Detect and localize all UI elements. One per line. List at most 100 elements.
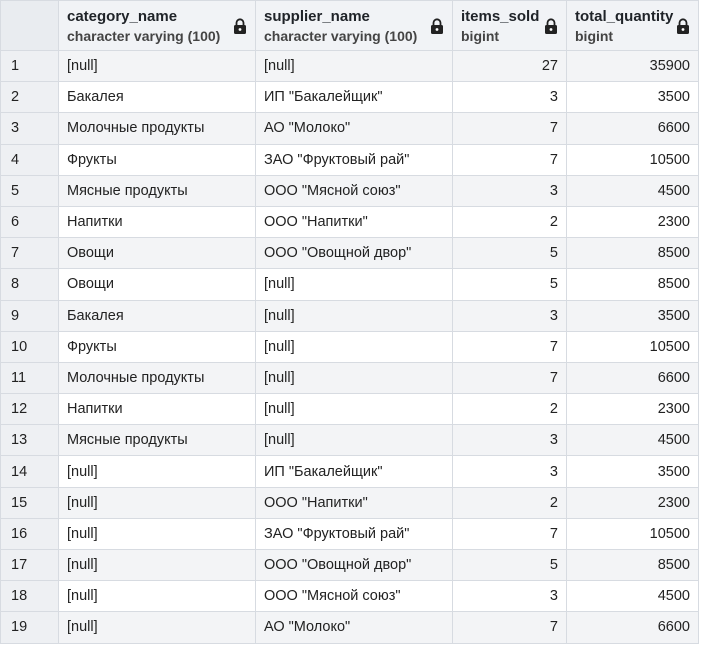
supplier-name-cell[interactable]: АО "Молоко": [255, 611, 453, 644]
total-quantity-cell[interactable]: 4500: [566, 424, 699, 457]
category-name-cell[interactable]: [null]: [58, 611, 256, 644]
row-number-cell[interactable]: 16: [0, 517, 59, 551]
supplier-name-cell[interactable]: ИП "Бакалейщик": [255, 81, 453, 114]
total-quantity-cell[interactable]: 2300: [566, 393, 699, 426]
category-name-cell[interactable]: Фрукты: [58, 330, 256, 363]
row-number-cell[interactable]: 17: [0, 548, 59, 582]
table-row[interactable]: 3 Молочные продукты АО "Молоко" 7 6600: [0, 112, 699, 145]
category-name-cell[interactable]: [null]: [58, 486, 256, 519]
row-number-cell[interactable]: 15: [0, 486, 59, 519]
items-sold-cell[interactable]: 7: [452, 611, 567, 644]
table-row[interactable]: 4 Фрукты ЗАО "Фруктовый рай" 7 10500: [0, 143, 699, 176]
total-quantity-cell[interactable]: 2300: [566, 486, 699, 519]
total-quantity-cell[interactable]: 10500: [566, 143, 699, 176]
row-number-cell[interactable]: 18: [0, 580, 59, 613]
category-name-cell[interactable]: [null]: [58, 455, 256, 488]
table-row[interactable]: 16 [null] ЗАО "Фруктовый рай" 7 10500: [0, 517, 699, 551]
table-row[interactable]: 7 Овощи ООО "Овощной двор" 5 8500: [0, 237, 699, 270]
total-quantity-cell[interactable]: 6600: [566, 611, 699, 644]
row-number-cell[interactable]: 13: [0, 424, 59, 457]
items-sold-cell[interactable]: 2: [452, 205, 567, 239]
items-sold-cell[interactable]: 3: [452, 455, 567, 488]
supplier-name-cell[interactable]: [null]: [255, 268, 453, 301]
table-row[interactable]: 13 Мясные продукты [null] 3 4500: [0, 424, 699, 457]
row-number-cell[interactable]: 3: [0, 112, 59, 145]
supplier-name-cell[interactable]: [null]: [255, 299, 453, 332]
supplier-name-cell[interactable]: ЗАО "Фруктовый рай": [255, 517, 453, 551]
row-number-cell[interactable]: 19: [0, 611, 59, 644]
items-sold-cell[interactable]: 7: [452, 330, 567, 363]
items-sold-cell[interactable]: 3: [452, 299, 567, 332]
total-quantity-cell[interactable]: 6600: [566, 112, 699, 145]
total-quantity-cell[interactable]: 4500: [566, 580, 699, 613]
items-sold-cell[interactable]: 7: [452, 143, 567, 176]
category-name-cell[interactable]: Бакалея: [58, 81, 256, 114]
table-row[interactable]: 17 [null] ООО "Овощной двор" 5 8500: [0, 548, 699, 582]
items-sold-cell[interactable]: 2: [452, 486, 567, 519]
supplier-name-cell[interactable]: [null]: [255, 393, 453, 426]
supplier-name-cell[interactable]: ООО "Напитки": [255, 486, 453, 519]
row-number-cell[interactable]: 8: [0, 268, 59, 301]
items-sold-cell[interactable]: 3: [452, 81, 567, 114]
column-header-items-sold[interactable]: items_sold bigint: [452, 0, 567, 51]
row-number-cell[interactable]: 14: [0, 455, 59, 488]
category-name-cell[interactable]: Мясные продукты: [58, 174, 256, 207]
column-header-supplier-name[interactable]: supplier_name character varying (100): [255, 0, 453, 51]
supplier-name-cell[interactable]: ООО "Напитки": [255, 205, 453, 239]
table-row[interactable]: 1 [null] [null] 27 35900: [0, 49, 699, 83]
items-sold-cell[interactable]: 5: [452, 268, 567, 301]
category-name-cell[interactable]: Напитки: [58, 205, 256, 239]
table-row[interactable]: 6 Напитки ООО "Напитки" 2 2300: [0, 205, 699, 239]
row-number-cell[interactable]: 12: [0, 393, 59, 426]
items-sold-cell[interactable]: 7: [452, 112, 567, 145]
total-quantity-cell[interactable]: 8500: [566, 268, 699, 301]
items-sold-cell[interactable]: 3: [452, 424, 567, 457]
total-quantity-cell[interactable]: 2300: [566, 205, 699, 239]
table-row[interactable]: 14 [null] ИП "Бакалейщик" 3 3500: [0, 455, 699, 488]
total-quantity-cell[interactable]: 10500: [566, 517, 699, 551]
category-name-cell[interactable]: [null]: [58, 517, 256, 551]
table-row[interactable]: 9 Бакалея [null] 3 3500: [0, 299, 699, 332]
supplier-name-cell[interactable]: [null]: [255, 424, 453, 457]
supplier-name-cell[interactable]: АО "Молоко": [255, 112, 453, 145]
items-sold-cell[interactable]: 27: [452, 49, 567, 83]
table-row[interactable]: 12 Напитки [null] 2 2300: [0, 393, 699, 426]
table-row[interactable]: 18 [null] ООО "Мясной союз" 3 4500: [0, 580, 699, 613]
items-sold-cell[interactable]: 3: [452, 580, 567, 613]
items-sold-cell[interactable]: 7: [452, 361, 567, 395]
table-row[interactable]: 2 Бакалея ИП "Бакалейщик" 3 3500: [0, 81, 699, 114]
row-number-cell[interactable]: 7: [0, 237, 59, 270]
row-number-cell[interactable]: 6: [0, 205, 59, 239]
category-name-cell[interactable]: Бакалея: [58, 299, 256, 332]
row-number-corner-header[interactable]: [0, 0, 59, 51]
category-name-cell[interactable]: Овощи: [58, 268, 256, 301]
column-header-total-quantity[interactable]: total_quantity bigint: [566, 0, 699, 51]
supplier-name-cell[interactable]: ООО "Овощной двор": [255, 237, 453, 270]
row-number-cell[interactable]: 9: [0, 299, 59, 332]
supplier-name-cell[interactable]: [null]: [255, 49, 453, 83]
total-quantity-cell[interactable]: 3500: [566, 299, 699, 332]
supplier-name-cell[interactable]: [null]: [255, 330, 453, 363]
category-name-cell[interactable]: Овощи: [58, 237, 256, 270]
category-name-cell[interactable]: [null]: [58, 580, 256, 613]
supplier-name-cell[interactable]: ООО "Мясной союз": [255, 580, 453, 613]
category-name-cell[interactable]: Молочные продукты: [58, 361, 256, 395]
category-name-cell[interactable]: Молочные продукты: [58, 112, 256, 145]
total-quantity-cell[interactable]: 6600: [566, 361, 699, 395]
row-number-cell[interactable]: 11: [0, 361, 59, 395]
category-name-cell[interactable]: [null]: [58, 548, 256, 582]
items-sold-cell[interactable]: 5: [452, 237, 567, 270]
total-quantity-cell[interactable]: 10500: [566, 330, 699, 363]
category-name-cell[interactable]: Мясные продукты: [58, 424, 256, 457]
total-quantity-cell[interactable]: 4500: [566, 174, 699, 207]
table-row[interactable]: 15 [null] ООО "Напитки" 2 2300: [0, 486, 699, 519]
category-name-cell[interactable]: [null]: [58, 49, 256, 83]
category-name-cell[interactable]: Напитки: [58, 393, 256, 426]
category-name-cell[interactable]: Фрукты: [58, 143, 256, 176]
supplier-name-cell[interactable]: ЗАО "Фруктовый рай": [255, 143, 453, 176]
row-number-cell[interactable]: 4: [0, 143, 59, 176]
total-quantity-cell[interactable]: 3500: [566, 81, 699, 114]
supplier-name-cell[interactable]: [null]: [255, 361, 453, 395]
items-sold-cell[interactable]: 5: [452, 548, 567, 582]
table-row[interactable]: 11 Молочные продукты [null] 7 6600: [0, 361, 699, 395]
